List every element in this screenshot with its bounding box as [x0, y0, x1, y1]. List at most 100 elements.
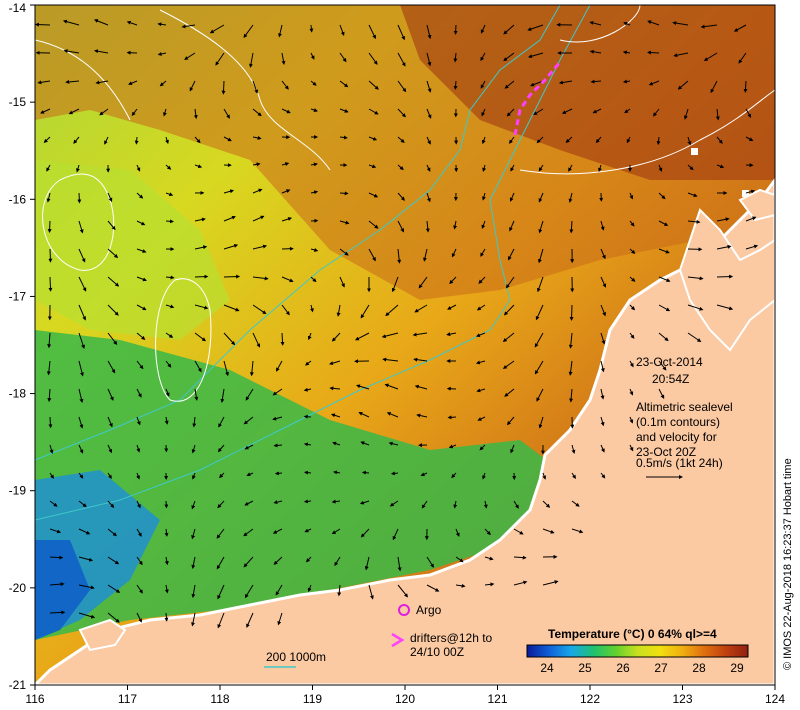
velocity-arrow-icon — [538, 416, 544, 429]
velocity-arrow-icon — [252, 304, 267, 315]
velocity-arrow-icon — [568, 164, 573, 172]
velocity-arrow-icon — [561, 108, 573, 114]
velocity-arrow-icon — [310, 162, 318, 167]
velocity-arrow-icon — [480, 52, 486, 62]
velocity-arrow-icon — [336, 304, 341, 317]
velocity-arrow-icon — [136, 444, 141, 453]
velocity-arrow-icon — [453, 220, 458, 230]
legend-colorbar — [526, 644, 749, 658]
velocity-arrow-icon — [360, 441, 370, 446]
velocity-arrow-icon — [509, 136, 515, 144]
velocity-arrow-icon — [385, 304, 399, 317]
velocity-arrow-icon — [453, 80, 458, 90]
velocity-arrow-icon — [479, 444, 486, 451]
velocity-arrow-icon — [542, 528, 555, 534]
velocity-arrow-icon — [136, 276, 147, 282]
velocity-arrow-icon — [624, 108, 631, 114]
velocity-arrow-icon — [339, 108, 349, 113]
velocity-arrow-icon — [368, 192, 379, 198]
velocity-arrow-icon — [647, 20, 660, 26]
velocity-arrow-icon — [390, 471, 399, 476]
velocity-arrow-icon — [687, 164, 694, 171]
velocity-arrow-icon — [49, 555, 64, 560]
velocity-arrow-icon — [513, 528, 524, 535]
velocity-arrow-icon — [569, 388, 574, 403]
velocity-arrow-icon — [505, 276, 515, 289]
velocity-arrow-icon — [397, 80, 407, 93]
velocity-arrow-icon — [451, 472, 457, 479]
velocity-arrow-icon — [136, 192, 144, 199]
velocity-arrow-icon — [361, 470, 370, 475]
velocity-arrow-icon — [78, 556, 94, 562]
velocity-arrow-icon — [475, 332, 486, 337]
velocity-arrow-icon — [217, 444, 225, 453]
velocity-arrow-icon — [46, 164, 51, 172]
velocity-arrow-icon — [339, 24, 345, 37]
velocity-arrow-icon — [191, 528, 196, 540]
velocity-arrow-icon — [658, 304, 671, 312]
velocity-arrow-icon — [331, 332, 341, 342]
velocity-arrow-icon — [220, 388, 225, 403]
velocity-arrow-icon — [453, 500, 458, 509]
velocity-arrow-icon — [569, 220, 574, 234]
velocity-arrow-icon — [46, 192, 51, 203]
velocity-arrow-icon — [164, 528, 169, 537]
velocity-arrow-icon — [534, 360, 544, 375]
velocity-arrow-icon — [243, 556, 254, 568]
copyright-text: © IMOS 22-Aug-2018 16:23:37 Hobart time — [782, 458, 794, 670]
velocity-arrow-icon — [128, 80, 138, 86]
longitude-tick-label: 116 — [25, 692, 44, 706]
velocity-arrow-icon — [217, 612, 225, 629]
sealevel-contour — [159, 9, 331, 171]
latitude-tick-label: -16 — [9, 192, 27, 206]
velocity-arrow-icon — [165, 332, 174, 338]
velocity-arrow-icon — [49, 582, 65, 587]
longitude-axis: 116 117 118 119 120 121 122 123 124 — [25, 685, 785, 706]
velocity-arrow-icon — [656, 136, 661, 146]
velocity-arrow-icon — [745, 216, 757, 222]
latitude-tick-label: -17 — [9, 289, 27, 303]
velocity-arrow-icon — [716, 136, 723, 144]
velocity-arrow-icon — [508, 248, 515, 261]
map-area[interactable] — [35, 5, 775, 685]
velocity-arrows — [35, 19, 759, 629]
velocity-arrow-icon — [126, 20, 138, 26]
velocity-arrow-icon — [397, 584, 409, 598]
velocity-arrow-icon — [252, 276, 269, 281]
velocity-arrow-icon — [482, 472, 486, 480]
velocity-arrow-icon — [513, 580, 528, 586]
velocity-arrow-icon — [246, 472, 254, 477]
velocity-arrow-icon — [368, 52, 378, 65]
velocity-arrow-icon — [194, 304, 209, 310]
velocity-arrow-icon — [569, 304, 574, 321]
velocity-arrow-icon — [252, 188, 263, 194]
velocity-arrow-icon — [191, 612, 196, 627]
velocity-arrow-icon — [136, 500, 141, 509]
velocity-arrow-icon — [542, 500, 551, 508]
altimetry-line-1: Altimetric sealevel — [636, 400, 733, 414]
velocity-arrow-icon — [527, 24, 544, 31]
velocity-arrow-icon — [600, 472, 606, 479]
velocity-arrow-icon — [246, 612, 254, 628]
drifter-icon — [391, 632, 405, 648]
legend-ticks: 24 25 26 27 28 29 — [540, 661, 744, 675]
velocity-arrow-icon — [391, 276, 399, 293]
velocity-arrow-icon — [337, 584, 342, 597]
velocity-arrow-icon — [384, 383, 399, 390]
velocity-arrow-icon — [598, 164, 602, 173]
velocity-arrow-icon — [414, 384, 428, 390]
velocity-arrow-icon — [48, 276, 53, 292]
velocity-arrow-icon — [78, 500, 87, 508]
velocity-arrow-icon — [743, 80, 748, 93]
velocity-arrow-icon — [215, 52, 225, 66]
velocity-arrow-icon — [629, 360, 634, 368]
velocity-arrow-icon — [622, 50, 631, 55]
velocity-arrow-icon — [244, 500, 254, 506]
latitude-tick-label: -19 — [9, 484, 27, 498]
legend-tick-label: 27 — [654, 661, 668, 675]
velocity-arrow-icon — [510, 444, 515, 454]
velocity-arrow-icon — [309, 24, 314, 33]
velocity-arrow-icon — [280, 332, 285, 346]
velocity-arrow-icon — [310, 276, 317, 283]
velocity-arrow-icon — [47, 332, 52, 349]
